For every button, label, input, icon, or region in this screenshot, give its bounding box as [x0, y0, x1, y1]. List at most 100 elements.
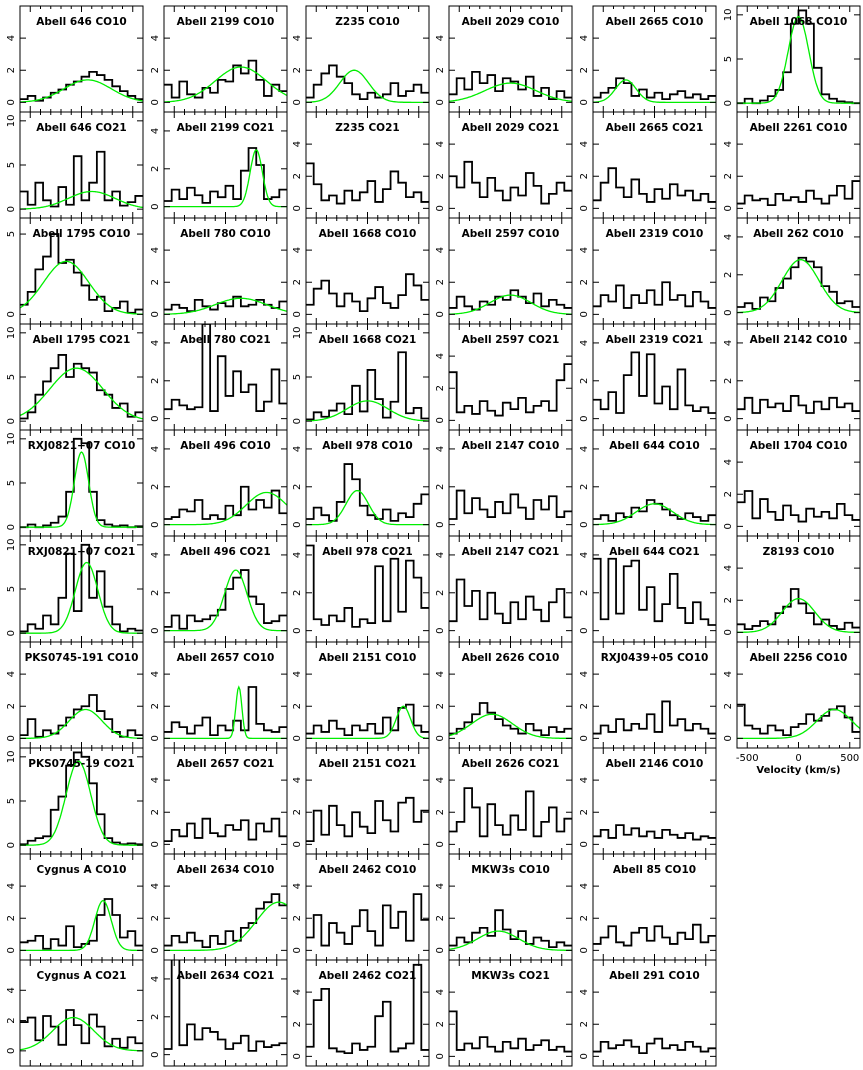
spectrum-panel: 0 2 4 Abell 2597 CO10 [435, 217, 573, 325]
y-tick-label: 5 [723, 56, 734, 62]
y-tick-label: 2 [723, 378, 734, 384]
y-tick-label: 4 [579, 446, 590, 452]
panel-title: Abell 2626 CO21 [462, 758, 560, 770]
y-tick-label: 4 [435, 777, 446, 783]
spectrum-histogram [20, 898, 143, 950]
y-tick-label: 0 [6, 735, 17, 741]
panel-title: Abell 2151 CO10 [319, 652, 417, 664]
gaussian-fit-line [20, 899, 143, 952]
y-tick-label: 2 [6, 67, 17, 73]
gaussian-fit-line [593, 79, 716, 104]
y-tick-label: 2 [150, 590, 161, 596]
panel-title: Abell 1668 CO10 [319, 228, 417, 240]
y-tick-label: 4 [292, 35, 303, 41]
gaussian-fit-line [306, 69, 429, 104]
spectrum-panel: 0 5 10 PKS0745-19 CO21 [6, 747, 144, 855]
spectrum-histogram [164, 295, 287, 313]
y-tick-label: 4 [435, 353, 446, 359]
y-tick-label: 4 [435, 247, 446, 253]
y-tick-label: 2 [292, 915, 303, 921]
x-tick-label: 500 [840, 753, 859, 764]
spectrum-histogram [306, 796, 429, 843]
panel-title: Abell 2146 CO10 [606, 758, 704, 770]
gaussian-fit-line [20, 79, 143, 103]
gaussian-fit-line [737, 258, 860, 314]
y-tick-label: 2 [150, 809, 161, 815]
spectrum-histogram [449, 70, 572, 101]
spectrum-histogram [449, 702, 572, 737]
y-tick-label: 5 [6, 798, 17, 804]
y-tick-label: 5 [6, 231, 17, 237]
spectrum-histogram [593, 77, 716, 101]
y-tick-label: 0 [150, 1051, 161, 1057]
panel-title: Abell 1795 CO10 [33, 228, 131, 240]
y-tick-label: 0 [6, 947, 17, 953]
y-tick-label: 4 [723, 141, 734, 147]
spectrum-panel: 0 5 10 RXJ0821+07 CO21 [6, 535, 144, 643]
y-tick-label: 0 [150, 99, 161, 105]
y-tick-label: 10 [6, 326, 17, 339]
y-tick-label: 2 [579, 67, 590, 73]
gaussian-fit-line [164, 491, 287, 526]
y-tick-label: 4 [292, 883, 303, 889]
y-tick-label: 2 [435, 915, 446, 921]
y-tick-label: 4 [579, 35, 590, 41]
y-tick-label: 4 [150, 552, 161, 558]
y-tick-label: 0 [435, 205, 446, 211]
spectrum-panel: 0 5 10 Abell 1068 CO10 [723, 5, 861, 113]
y-tick-label: 2 [292, 703, 303, 709]
y-tick-label: 4 [150, 883, 161, 889]
gaussian-fit-line [737, 597, 860, 633]
spectrum-panel: 0 2 4 Abell 2147 CO10 [435, 429, 573, 537]
y-tick-label: 4 [6, 671, 17, 677]
spectrum-panel: 0 5 Abell 1795 CO10 [6, 217, 144, 325]
y-tick-label: 0 [435, 947, 446, 953]
y-tick-label: 0 [579, 947, 590, 953]
y-tick-label: 4 [579, 671, 590, 677]
gaussian-fit-line [593, 503, 716, 526]
x-tick-label: 0 [795, 753, 801, 764]
spectrum-histogram [164, 147, 287, 204]
x-tick-label: -500 [736, 753, 759, 764]
y-tick-label: 0 [579, 99, 590, 105]
panel-title: Abell 2665 CO21 [606, 122, 704, 134]
y-tick-label: 0 [6, 99, 17, 105]
panel-title: Abell 2029 CO10 [462, 16, 560, 28]
spectrum-panel: 0 2 4 MKW3s CO10 [435, 853, 573, 961]
y-tick-label: 2 [579, 590, 590, 596]
spectrum-histogram [20, 751, 143, 846]
spectrum-panel: 0 2 4 Abell 496 CO21 [150, 535, 288, 643]
y-tick-label: 4 [150, 446, 161, 452]
y-tick-label: 0 [435, 841, 446, 847]
panel-title: Abell 262 CO10 [753, 228, 843, 240]
gaussian-fit-line [20, 451, 143, 528]
spectrum-panel: 0 2 4 PKS0745-191 CO10 [6, 641, 144, 749]
y-tick-label: 5 [292, 374, 303, 380]
gaussian-fit-line [449, 82, 572, 102]
spectrum-histogram [306, 162, 429, 205]
y-tick-label: 4 [150, 35, 161, 41]
y-tick-label: 0 [150, 735, 161, 741]
y-tick-label: 4 [150, 247, 161, 253]
y-tick-label: 10 [723, 8, 734, 21]
panel-title: Abell 496 CO10 [180, 440, 270, 452]
gaussian-fit-line [164, 569, 287, 632]
gaussian-fit-line [306, 400, 429, 422]
y-tick-label: 4 [723, 565, 734, 571]
gaussian-fit-line [164, 297, 287, 315]
y-tick-label: 4 [150, 340, 161, 346]
y-tick-label: 2 [723, 173, 734, 179]
y-tick-label: 5 [6, 586, 17, 592]
spectrum-panel: 0 2 4 Abell 2657 CO21 [150, 747, 288, 855]
panel-title: Abell 2597 CO21 [462, 334, 560, 346]
y-tick-label: 2 [435, 590, 446, 596]
y-tick-label: 0 [579, 205, 590, 211]
y-tick-label: 10 [6, 432, 17, 445]
spectrum-histogram [449, 909, 572, 949]
y-tick-label: 2 [435, 385, 446, 391]
spectrum-panel: 0 2 4 Abell 2199 CO21 [150, 111, 288, 219]
y-tick-label: 2 [292, 809, 303, 815]
